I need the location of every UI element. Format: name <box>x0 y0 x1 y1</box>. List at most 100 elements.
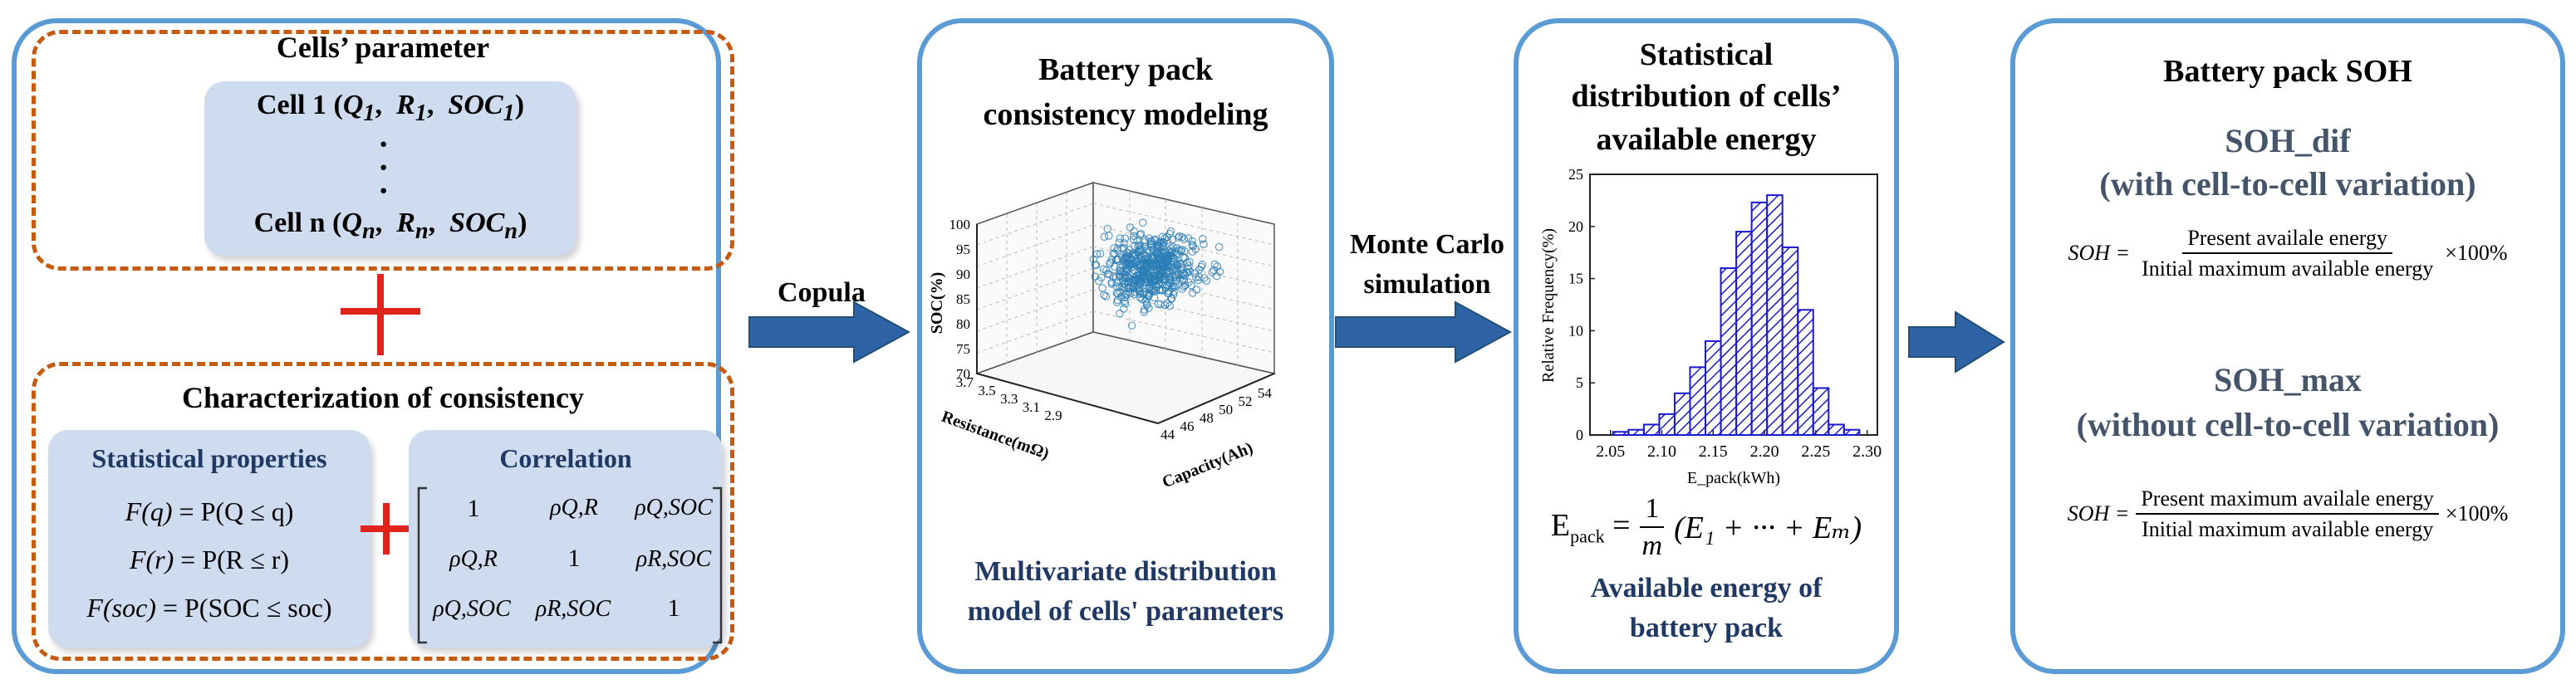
scatter-point <box>1146 275 1155 283</box>
scatter-x-tick-label: 50 <box>1219 402 1233 418</box>
scatter-point <box>1147 285 1156 293</box>
scatter-point <box>1198 234 1207 243</box>
histogram-x-tick-label: 2.25 <box>1801 442 1830 461</box>
cell-last-line: Cell n (Qn, Rn, SOCn) <box>253 208 527 244</box>
scatter-point <box>1210 260 1219 269</box>
scatter-point <box>1162 266 1171 275</box>
scatter-point <box>1116 266 1125 275</box>
scatter-x-tick-label: 54 <box>1258 385 1273 401</box>
scatter-point <box>1153 244 1162 253</box>
cell-parameter-list <box>204 81 577 256</box>
scatter-point <box>1121 293 1130 302</box>
scatter-y-tick-label: 3.1 <box>1023 399 1040 415</box>
scatter-point <box>1140 308 1149 316</box>
scatter-point <box>1165 275 1173 284</box>
scatter-point <box>1165 230 1174 238</box>
histogram-bar <box>1673 392 1691 437</box>
scatter-point <box>1156 237 1165 246</box>
modeling-caption-line2: model of cells' parameters <box>967 596 1284 627</box>
soh-dif-title-line1: SOH_dif <box>2225 122 2351 159</box>
histogram-y-tick-label: 10 <box>1568 322 1583 339</box>
scatter-point <box>1155 260 1163 268</box>
arrow-right-icon <box>748 301 910 364</box>
histogram-y-tick-label: 15 <box>1568 271 1583 287</box>
scatter-point <box>1130 227 1139 236</box>
scatter-xlabel: Capacity(Ah) <box>1160 439 1255 492</box>
histogram-ylabel: Relative Frequency(%) <box>1539 228 1558 383</box>
histogram-y-tick-label: 0 <box>1576 427 1583 443</box>
scatter-point <box>1116 234 1125 242</box>
scatter-point <box>1106 259 1114 268</box>
scatter-x-tick-label: 46 <box>1180 418 1195 434</box>
scatter-point <box>1154 276 1162 285</box>
corr-cell: 1 <box>667 594 680 622</box>
scatter-point <box>1139 218 1147 227</box>
scatter-point <box>1214 242 1224 252</box>
histogram-bar <box>1828 423 1845 437</box>
scatter-point <box>1158 252 1166 261</box>
available-energy-caption-line1: Available energy of <box>1590 573 1823 603</box>
histogram-bar <box>1612 431 1630 436</box>
arrow-right-icon <box>1335 301 1512 364</box>
copula-label: Copula <box>778 277 866 308</box>
scatter-point <box>1096 249 1105 258</box>
histogram-chart: 2.05 2.10 2.15 2.20 2.25 2.30 0 5 10 15 20 25 Relat… <box>1539 166 1882 487</box>
scatter-point <box>1131 242 1139 251</box>
scatter-point <box>1164 261 1172 270</box>
corr-cell: ρQ,R <box>449 546 498 572</box>
scatter-z-tick-label: 75 <box>956 341 970 357</box>
scatter-point <box>1178 285 1187 293</box>
scatter-point <box>1123 273 1132 281</box>
histogram-x-tick-label: 2.10 <box>1647 442 1676 461</box>
scatter-z-tick-label: 90 <box>956 266 970 282</box>
scatter-point <box>1185 278 1193 286</box>
histogram-bar <box>1781 246 1799 436</box>
histogram-x-tick-label: 2.05 <box>1596 442 1625 461</box>
scatter-point <box>1170 287 1178 296</box>
corr-cell: 1 <box>467 495 480 522</box>
plus-icon <box>361 503 412 555</box>
scatter-point <box>1100 232 1109 242</box>
histogram-bar <box>1766 194 1784 437</box>
scatter-y-tick-label: 3.5 <box>978 383 995 398</box>
scatter-point <box>1172 249 1180 257</box>
scatter-point <box>1136 290 1145 298</box>
histogram-bar <box>1750 201 1769 437</box>
histogram-x-tick-label: 2.30 <box>1852 442 1882 461</box>
scatter-point <box>1133 261 1142 271</box>
scatter-point <box>1209 266 1219 275</box>
scatter-x-tick-label: 52 <box>1239 393 1253 409</box>
scatter-point <box>1175 232 1184 241</box>
consistency-box <box>32 362 734 661</box>
scatter-point <box>1198 260 1206 269</box>
ellipsis-dot: · <box>378 125 390 163</box>
histogram-bars <box>1612 194 1861 437</box>
scatter-point <box>1143 246 1151 255</box>
scatter-point <box>1113 255 1121 263</box>
panel-battery-soh <box>2010 18 2565 674</box>
cells-parameter-box <box>32 30 734 271</box>
scatter-point <box>1175 270 1183 278</box>
scatter-point <box>1118 253 1126 262</box>
scatter-point <box>1177 260 1185 269</box>
scatter-point <box>1167 252 1175 261</box>
scatter-point <box>1151 268 1159 277</box>
scatter-point <box>1149 266 1157 276</box>
scatter-point <box>1145 282 1153 291</box>
scatter-point <box>1103 224 1112 233</box>
scatter-point <box>1145 247 1153 256</box>
monte-carlo-label-line2: simulation <box>1363 269 1491 300</box>
monte-carlo-label-line1: Monte Carlo <box>1349 229 1504 260</box>
scatter-point <box>1113 296 1122 305</box>
soh-max-title-line2: (without cell-to-cell variation) <box>2076 406 2500 443</box>
scatter-point <box>1195 272 1203 281</box>
scatter-point <box>1125 259 1133 268</box>
scatter-point <box>1208 268 1216 276</box>
scatter-point <box>1116 287 1124 296</box>
scatter-point <box>1141 255 1150 263</box>
scatter-z-tick-label: 85 <box>956 291 970 307</box>
scatter-point <box>1156 278 1165 286</box>
scatter-point <box>1121 289 1130 298</box>
scatter-point <box>1176 263 1185 271</box>
statistical-properties-title: Statistical properties <box>91 443 327 473</box>
